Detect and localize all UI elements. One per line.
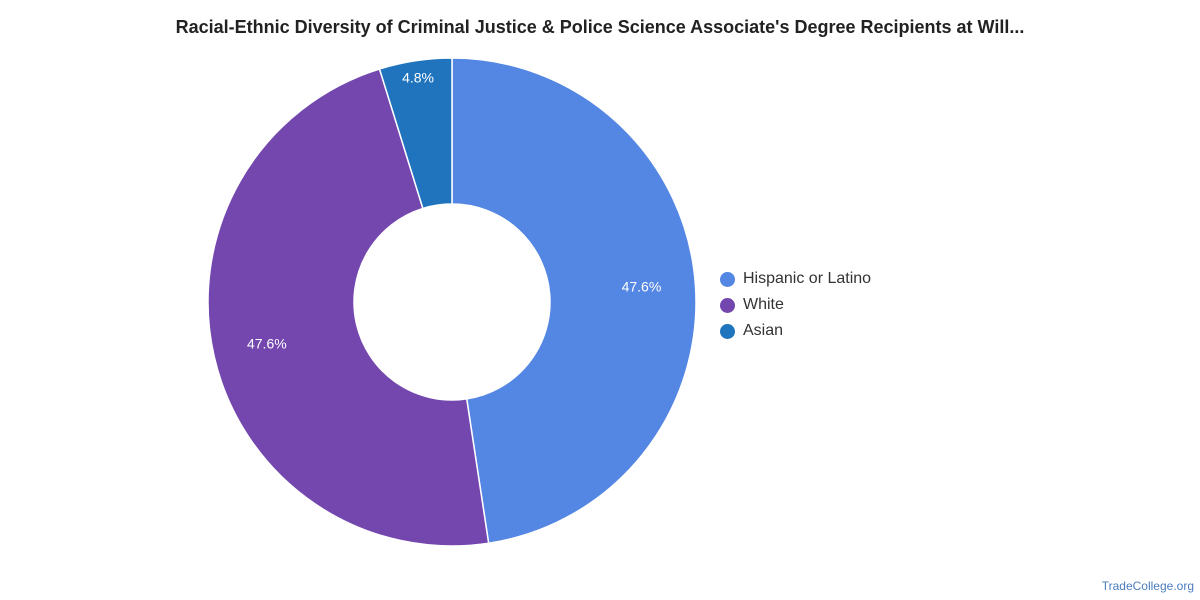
slice-value-label: 47.6% [622, 278, 662, 294]
source-credit[interactable]: TradeCollege.org [1101, 579, 1194, 593]
legend-item-asian[interactable]: Asian [720, 318, 871, 344]
donut-slice-labels: 47.6% 47.6% 4.8% [247, 69, 661, 351]
legend-swatch-hispanic-or-latino [720, 271, 735, 287]
slice-value-label: 4.8% [402, 69, 434, 85]
chart-legend: Hispanic or Latino White Asian [720, 266, 871, 344]
legend-label: Hispanic or Latino [743, 270, 872, 287]
slice-white[interactable] [207, 68, 490, 547]
legend-label: Asian [743, 322, 784, 339]
donut-slices [207, 57, 697, 547]
slice-hispanic-or-latino[interactable] [451, 57, 697, 545]
slice-value-label: 47.6% [247, 335, 287, 351]
legend-swatch-white [720, 297, 735, 313]
slice-asian[interactable] [378, 57, 453, 210]
legend-label: White [743, 296, 784, 313]
legend-item-white[interactable]: White [720, 292, 871, 318]
legend-swatch-asian [720, 323, 735, 339]
legend-item-hispanic-or-latino[interactable]: Hispanic or Latino [720, 266, 871, 292]
chart-title: Racial-Ethnic Diversity of Criminal Just… [175, 17, 1025, 37]
